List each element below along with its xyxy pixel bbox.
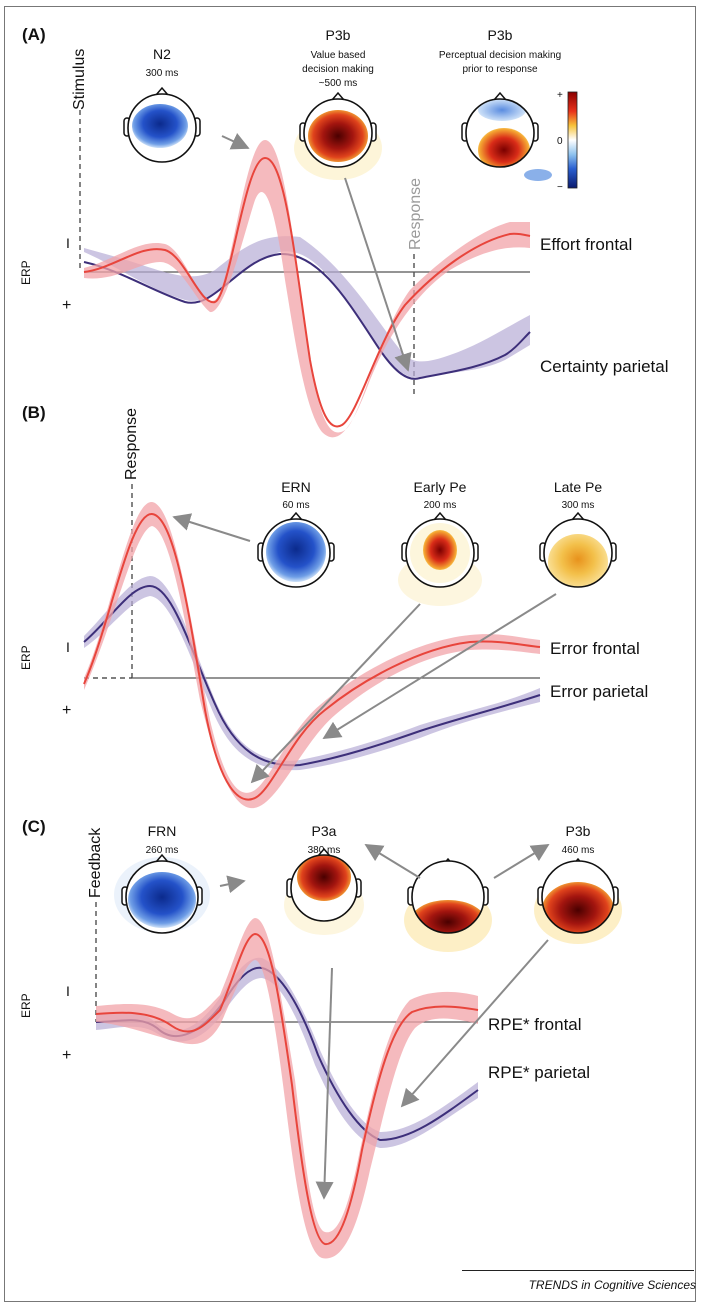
topomap-p3b-c1	[404, 857, 492, 952]
pos-sign-b: +	[62, 702, 71, 719]
topomap-frn	[114, 853, 210, 934]
error-parietal-band	[84, 576, 540, 771]
arrow-p3b-down	[400, 939, 549, 1108]
map-p3a-title: P3a	[312, 823, 337, 839]
arrow-p3a-down	[315, 967, 334, 1200]
neg-sign-a: I	[66, 235, 70, 251]
neg-sign-c: I	[66, 983, 70, 999]
figure-frame	[4, 6, 696, 1302]
map-frn-title: FRN	[148, 823, 177, 839]
certainty-parietal-line	[83, 252, 531, 380]
colorbar-mid: 0	[557, 136, 563, 147]
colorbar-bottom: −	[557, 182, 563, 193]
stimulus-label: Stimulus	[71, 49, 88, 110]
map-p3b-value-time: ~500 ms	[319, 78, 358, 89]
map-late-pe-title: Late Pe	[554, 479, 602, 495]
topomap-late-pe	[539, 511, 617, 588]
footer-rule	[462, 1270, 694, 1271]
rpe-parietal-band	[96, 957, 478, 1148]
topomap-early-pe	[398, 511, 482, 606]
topomap-p3b-c2	[534, 857, 622, 944]
map-n2-title: N2	[153, 46, 171, 62]
error-frontal-line	[83, 512, 541, 801]
colorbar-top: +	[557, 90, 563, 101]
topomap-p3b-perceptual	[461, 91, 552, 181]
arrow-late-pe	[322, 593, 557, 739]
map-p3b-title: P3b	[566, 823, 591, 839]
journal-footer: TRENDS in Cognitive Sciences	[528, 1278, 696, 1292]
panel-b: (B) Response ERP I + Error frontal Error…	[19, 403, 648, 809]
effort-frontal-line	[83, 156, 531, 428]
response-label-b: Response	[123, 408, 140, 480]
map-frn-time: 260 ms	[146, 845, 179, 856]
panel-c: (C) Feedback ERP I + RPE* frontal RPE* p…	[19, 817, 622, 1259]
map-p3b-value-desc2: decision making	[302, 64, 374, 75]
map-p3b-time: 460 ms	[562, 845, 595, 856]
map-p3b-value-desc1: Value based	[311, 50, 366, 61]
arrow-early-pe	[250, 603, 421, 784]
arrow-p3b-value	[344, 177, 412, 372]
arrow-to-p3b	[493, 844, 550, 879]
rpe-frontal-line	[95, 932, 479, 1245]
topomap-ern	[257, 511, 335, 588]
erp-axis-label-c: ERP	[19, 993, 33, 1018]
pos-sign-a: +	[62, 297, 71, 314]
arrow-to-p3a	[364, 844, 421, 879]
panel-a: (A) Stimulus Response ERP I + Effort fro…	[19, 25, 669, 438]
legend-effort-frontal: Effort frontal	[540, 235, 632, 254]
map-p3b-value-title: P3b	[326, 27, 351, 43]
effort-frontal-band	[84, 140, 530, 438]
map-p3b-perceptual-desc1: Perceptual decision making	[439, 50, 561, 61]
map-early-pe-time: 200 ms	[424, 500, 457, 511]
pos-sign-c: +	[62, 1047, 71, 1064]
map-early-pe-title: Early Pe	[414, 479, 467, 495]
panel-b-label: (B)	[22, 403, 46, 422]
response-label: Response	[407, 178, 424, 250]
panel-c-label: (C)	[22, 817, 46, 836]
map-ern-time: 60 ms	[282, 500, 309, 511]
map-p3b-perceptual-title: P3b	[488, 27, 513, 43]
colorbar	[567, 91, 578, 189]
feedback-label: Feedback	[87, 827, 104, 898]
map-late-pe-time: 300 ms	[562, 500, 595, 511]
legend-certainty-parietal: Certainty parietal	[540, 357, 669, 376]
arrow-n2	[221, 133, 250, 150]
map-n2-time: 300 ms	[146, 68, 179, 79]
arrow-ern	[172, 513, 251, 542]
arrow-frn	[219, 875, 246, 894]
neg-sign-b: I	[66, 639, 70, 655]
panel-a-label: (A)	[22, 25, 46, 44]
rpe-frontal-band	[96, 918, 478, 1259]
error-parietal-line	[83, 584, 541, 767]
topomap-p3b-value	[294, 91, 382, 180]
map-p3b-perceptual-desc2: prior to response	[462, 64, 537, 75]
legend-error-parietal: Error parietal	[550, 682, 648, 701]
legend-rpe-frontal: RPE* frontal	[488, 1015, 582, 1034]
erp-axis-label-b: ERP	[19, 645, 33, 670]
erp-axis-label-a: ERP	[19, 260, 33, 285]
topomap-n2	[123, 86, 201, 163]
topomap-p3a	[284, 847, 364, 935]
legend-rpe-parietal: RPE* parietal	[488, 1063, 590, 1082]
legend-error-frontal: Error frontal	[550, 639, 640, 658]
map-ern-title: ERN	[281, 479, 311, 495]
